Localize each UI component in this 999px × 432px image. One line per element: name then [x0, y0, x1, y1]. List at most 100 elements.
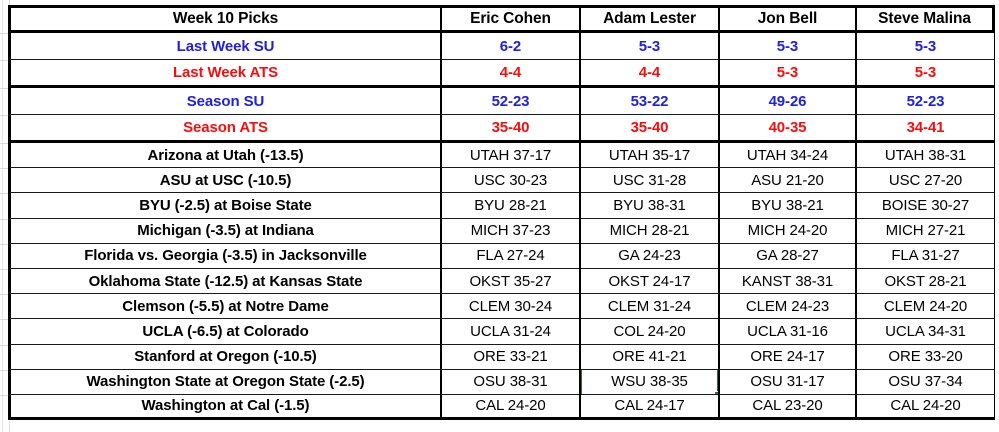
pick-cell[interactable]: ORE 24-17: [718, 344, 855, 370]
column-header-2[interactable]: Jon Bell: [718, 5, 855, 33]
sheet-gridline: [0, 243, 8, 245]
pick-cell[interactable]: UTAH 38-31: [855, 143, 995, 169]
sheet-gridline: [9, 421, 10, 432]
pick-cell[interactable]: CLEM 31-24: [579, 294, 718, 320]
pick-cell[interactable]: UCLA 34-31: [855, 319, 995, 345]
pick-cell[interactable]: BYU 38-31: [579, 193, 718, 219]
picks-table: Week 10 Picks Eric Cohen Adam Lester Jon Be…: [8, 5, 995, 421]
game-label-cell[interactable]: Michigan (-3.5) at Indiana: [8, 218, 440, 244]
game-label-cell[interactable]: UCLA (-6.5) at Colorado: [8, 319, 440, 345]
column-header-3[interactable]: Steve Malina: [855, 5, 995, 33]
pick-cell[interactable]: BYU 38-21: [718, 193, 855, 219]
game-label-cell[interactable]: Oklahoma State (-12.5) at Kansas State: [8, 268, 440, 295]
stat-value-cell[interactable]: 52-23: [855, 88, 995, 115]
pick-cell[interactable]: OKST 35-27: [440, 268, 579, 295]
pick-cell[interactable]: USC 31-28: [579, 168, 718, 194]
sheet-gridline: [0, 33, 8, 34]
pick-cell[interactable]: UCLA 31-24: [440, 319, 579, 345]
pick-cell[interactable]: UTAH 34-24: [718, 143, 855, 169]
pick-cell[interactable]: CAL 24-20: [440, 394, 579, 421]
column-header-0[interactable]: Eric Cohen: [440, 5, 579, 33]
pick-cell[interactable]: CAL 23-20: [718, 394, 855, 421]
pick-cell[interactable]: ASU 21-20: [718, 168, 855, 194]
pick-cell[interactable]: ORE 33-20: [855, 344, 995, 370]
selected-cell-outline: [581, 369, 718, 394]
pick-cell[interactable]: OSU 37-34: [855, 369, 995, 395]
pick-cell[interactable]: UTAH 37-17: [440, 143, 579, 169]
pick-cell[interactable]: GA 28-27: [718, 243, 855, 269]
game-label-cell[interactable]: Stanford at Oregon (-10.5): [8, 344, 440, 370]
pick-cell[interactable]: CAL 24-17: [579, 394, 718, 421]
game-label-cell[interactable]: Clemson (-5.5) at Notre Dame: [8, 294, 440, 320]
pick-cell[interactable]: ORE 33-21: [440, 344, 579, 370]
pick-cell[interactable]: USC 27-20: [855, 168, 995, 194]
game-label-cell[interactable]: Washington State at Oregon State (-2.5): [8, 369, 440, 395]
stat-label-cell[interactable]: Last Week SU: [8, 33, 440, 60]
sheet-gridline: [0, 218, 8, 220]
pick-cell[interactable]: USC 30-23: [440, 168, 579, 194]
stat-value-cell[interactable]: 5-3: [579, 33, 718, 60]
pick-cell[interactable]: COL 24-20: [579, 319, 718, 345]
stat-value-cell[interactable]: 5-3: [718, 60, 855, 88]
stat-value-cell[interactable]: 40-35: [718, 115, 855, 143]
game-label-cell[interactable]: Florida vs. Georgia (-3.5) in Jacksonvil…: [8, 243, 440, 269]
pick-cell[interactable]: UCLA 31-16: [718, 319, 855, 345]
pick-cell[interactable]: FLA 31-27: [855, 243, 995, 269]
pick-cell[interactable]: CLEM 30-24: [440, 294, 579, 320]
sheet-gridline: [0, 294, 8, 296]
sheet-gridline: [0, 193, 8, 195]
pick-cell[interactable]: OSU 38-31: [440, 369, 579, 395]
selected-pick-cell[interactable]: WSU 38-35: [579, 369, 718, 395]
stat-value-cell[interactable]: 52-23: [440, 88, 579, 115]
pick-cell[interactable]: CLEM 24-23: [718, 294, 855, 320]
pick-cell[interactable]: OSU 31-17: [718, 369, 855, 395]
stat-value-cell[interactable]: 35-40: [440, 115, 579, 143]
stat-value-cell[interactable]: 34-41: [855, 115, 995, 143]
pick-cell[interactable]: ORE 41-21: [579, 344, 718, 370]
column-header-1[interactable]: Adam Lester: [579, 5, 718, 33]
stat-value-cell[interactable]: 5-3: [855, 33, 995, 60]
sheet-gridline: [0, 88, 8, 89]
stat-value-cell[interactable]: 5-3: [855, 60, 995, 88]
sheet-gridline: [0, 395, 8, 396]
stat-value-cell[interactable]: 53-22: [579, 88, 718, 115]
sheet-gridline: [0, 168, 8, 170]
pick-cell[interactable]: CAL 24-20: [855, 394, 995, 421]
pick-cell[interactable]: MICH 24-20: [718, 218, 855, 244]
pick-cell[interactable]: BYU 28-21: [440, 193, 579, 219]
game-label-cell[interactable]: Arizona at Utah (-13.5): [8, 143, 440, 169]
table-title-cell[interactable]: Week 10 Picks: [8, 5, 440, 33]
pick-cell[interactable]: GA 24-23: [579, 243, 718, 269]
game-label-cell[interactable]: BYU (-2.5) at Boise State: [8, 193, 440, 219]
sheet-gridline: [2, 0, 3, 432]
stat-value-cell[interactable]: 49-26: [718, 88, 855, 115]
game-label-cell[interactable]: Washington at Cal (-1.5): [8, 394, 440, 421]
sheet-gridline: [0, 60, 8, 61]
pick-cell[interactable]: MICH 27-21: [855, 218, 995, 244]
pick-cell[interactable]: BOISE 30-27: [855, 193, 995, 219]
sheet-gridline: [0, 143, 8, 144]
sheet-gridline: [0, 369, 8, 371]
sheet-gridline: [0, 344, 8, 346]
stat-value-cell[interactable]: 5-3: [718, 33, 855, 60]
pick-cell[interactable]: OKST 28-21: [855, 268, 995, 295]
pick-cell[interactable]: FLA 27-24: [440, 243, 579, 269]
stat-value-cell[interactable]: 4-4: [440, 60, 579, 88]
sheet-gridline: [9, 0, 10, 5]
stat-value-cell[interactable]: 4-4: [579, 60, 718, 88]
game-label-cell[interactable]: ASU at USC (-10.5): [8, 168, 440, 194]
stat-label-cell[interactable]: Season SU: [8, 88, 440, 115]
sheet-gridline: [0, 319, 8, 321]
sheet-gridline: [0, 269, 8, 270]
stat-label-cell[interactable]: Season ATS: [8, 115, 440, 143]
pick-cell[interactable]: KANST 38-31: [718, 268, 855, 295]
pick-cell[interactable]: UTAH 35-17: [579, 143, 718, 169]
pick-cell[interactable]: OKST 24-17: [579, 268, 718, 295]
pick-cell[interactable]: CLEM 24-20: [855, 294, 995, 320]
stat-label-cell[interactable]: Last Week ATS: [8, 60, 440, 88]
pick-cell[interactable]: MICH 37-23: [440, 218, 579, 244]
stat-value-cell[interactable]: 35-40: [579, 115, 718, 143]
pick-cell[interactable]: MICH 28-21: [579, 218, 718, 244]
stat-value-cell[interactable]: 6-2: [440, 33, 579, 60]
